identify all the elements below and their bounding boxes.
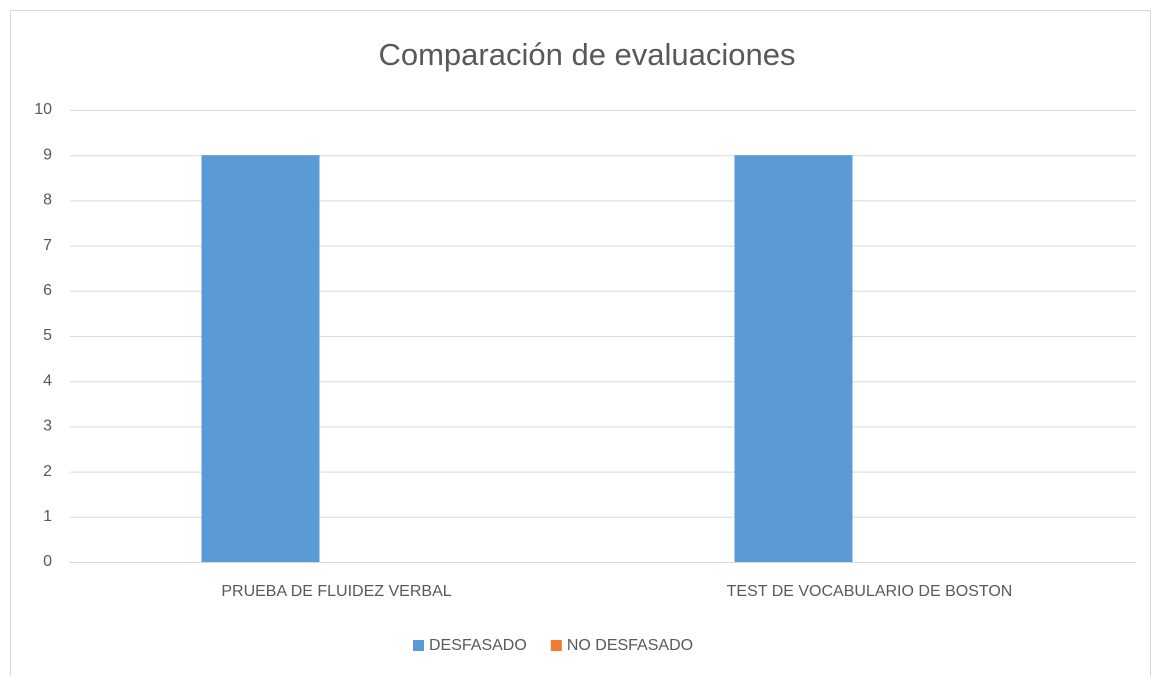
y-tick-label: 7 xyxy=(43,237,52,254)
x-tick-label: PRUEBA DE FLUIDEZ VERBAL xyxy=(221,583,451,600)
y-tick-label: 4 xyxy=(43,372,52,389)
y-tick-label: 6 xyxy=(43,282,52,299)
y-tick-label: 3 xyxy=(43,418,52,435)
chart-frame xyxy=(10,10,1151,676)
legend-swatch xyxy=(550,640,562,651)
y-tick-label: 0 xyxy=(43,553,52,570)
legend-label: NO DESFASADO xyxy=(567,637,693,654)
y-tick-label: 10 xyxy=(34,101,52,118)
y-tick-label: 5 xyxy=(43,327,52,344)
bar xyxy=(201,155,320,562)
chart-title: Comparación de evaluaciones xyxy=(378,37,795,72)
y-tick-label: 1 xyxy=(43,508,52,525)
bar xyxy=(734,155,853,562)
y-tick-label: 2 xyxy=(43,463,52,480)
x-tick-label: TEST DE VOCABULARIO DE BOSTON xyxy=(727,583,1013,600)
y-tick-label: 8 xyxy=(43,192,52,209)
legend-swatch xyxy=(413,640,424,651)
y-tick-label: 9 xyxy=(43,146,52,163)
legend-label: DESFASADO xyxy=(429,637,527,654)
